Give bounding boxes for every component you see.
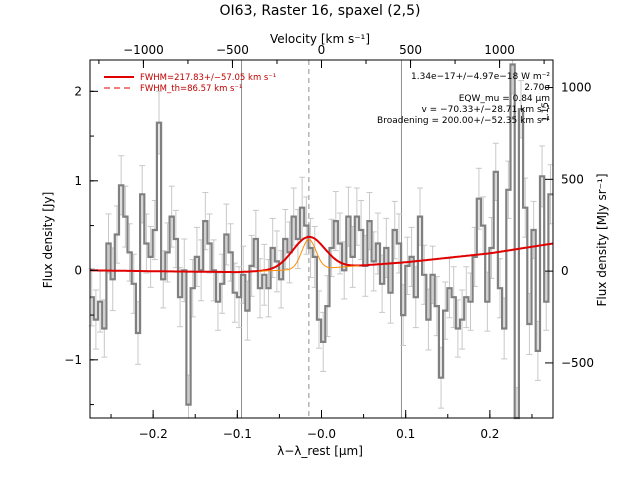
y-tick-label: 1 <box>74 174 82 188</box>
right-tick-label: 500 <box>561 172 584 186</box>
y-tick-label: 2 <box>74 84 82 98</box>
chart-title: OI63, Raster 16, spaxel (2,5) <box>220 3 421 19</box>
y-tick-label: −1 <box>64 353 82 367</box>
legend: FWHM=217.83+/−57.05 km s⁻¹ FWHM_th=86.57… <box>104 73 276 94</box>
annotation-eqw: EQW_mu = 0.84 μm <box>459 94 550 104</box>
y-tick-label: 0 <box>74 263 82 277</box>
annotation-sigma: 2.70σ <box>524 83 550 93</box>
reference-lines <box>241 60 402 418</box>
top-tick-label: 1000 <box>484 43 515 57</box>
series-gaussian-fit <box>90 235 554 274</box>
axis-ticks: −0.2 −0.1 −0.0 0.1 0.2 −1000 −500 0 500 1000 −1 0 1 2… <box>64 43 594 441</box>
top-axis-label: Velocity [km s⁻¹] <box>270 32 370 46</box>
top-tick-label: −1000 <box>123 43 164 57</box>
top-tick-label: −500 <box>216 43 249 57</box>
left-axis-label: Flux density [Jy] <box>41 192 55 289</box>
annotation-velocity: v = −70.33+/−28.71 km s⁻¹ <box>421 105 550 115</box>
legend-label-thermal: FWHM_th=86.57 km s⁻¹ <box>140 84 242 94</box>
x-tick-label: 0.2 <box>480 427 499 441</box>
right-axis-label: Flux density [MJy sr⁻¹] <box>595 173 609 306</box>
right-tick-label: 0 <box>561 264 569 278</box>
x-tick-label: −0.2 <box>139 427 168 441</box>
right-tick-label: −500 <box>561 356 594 370</box>
top-tick-label: 500 <box>399 43 422 57</box>
data-series <box>89 63 554 420</box>
x-tick-label: −0.0 <box>307 427 336 441</box>
legend-label-fit: FWHM=217.83+/−57.05 km s⁻¹ <box>140 73 276 83</box>
annotation-side-value: 1.15 <box>541 102 551 122</box>
x-tick-label: 0.1 <box>396 427 415 441</box>
bottom-axis-label: λ−λ_rest [μm] <box>277 444 363 458</box>
top-tick-label: 0 <box>318 43 326 57</box>
plot-area: −0.2 −0.1 −0.0 0.1 0.2 −1000 −500 0 500 1000 −1 0 1 2… <box>64 43 594 441</box>
title-group: OI63, Raster 16, spaxel (2,5) <box>220 3 421 19</box>
series-thermal-profile <box>258 238 360 272</box>
annotation-flux: 1.34e−17+/−4.97e−18 W m⁻² <box>411 72 550 82</box>
x-tick-label: −0.1 <box>223 427 252 441</box>
annotation-broadening: Broadening = 200.00+/−52.35 km s⁻¹ <box>377 116 550 126</box>
series-observed-spectrum <box>89 63 553 420</box>
right-tick-label: 1000 <box>561 81 592 95</box>
fit-annotations: 1.34e−17+/−4.97e−18 W m⁻² 2.70σ EQW_mu =… <box>377 72 551 126</box>
